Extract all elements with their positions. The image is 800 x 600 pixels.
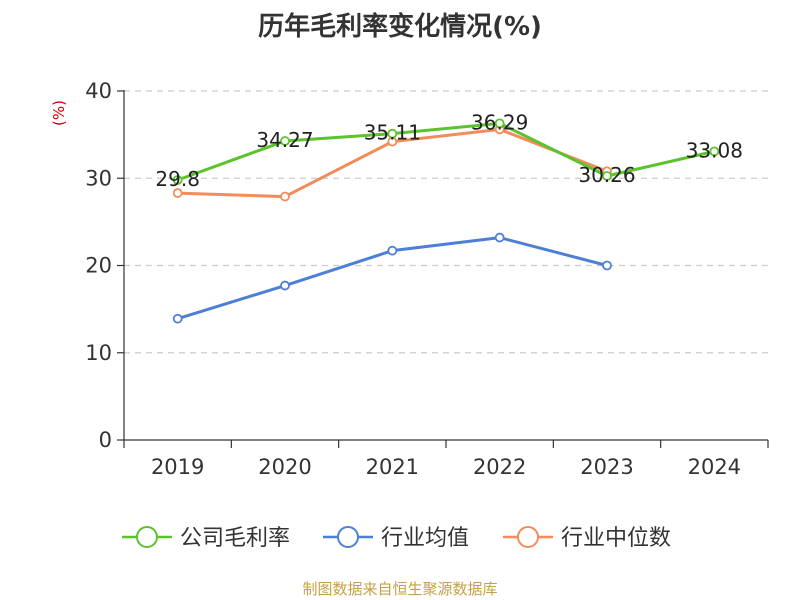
data-point (387, 128, 398, 139)
data-label: 35.11 (364, 121, 421, 145)
data-point (280, 136, 290, 146)
data-point (172, 313, 183, 324)
chart-title: 历年毛利率变化情况(%) (258, 12, 542, 42)
y-tick-label: 40 (85, 79, 112, 103)
legend-label: 行业均值 (381, 526, 469, 551)
data-label-layer: 29.8 34.27 35.11 36.29 30.26 33.08 (155, 110, 743, 191)
axis-layer: 0 10 20 30 40 2019 2020 2021 2022 2023 2024 (85, 79, 769, 479)
data-label: 30.26 (578, 163, 635, 187)
data-point (280, 280, 290, 291)
data-label: 29.8 (155, 167, 200, 191)
data-point (172, 175, 183, 185)
x-tick-label: 2024 (688, 455, 741, 479)
data-label: 34.27 (256, 128, 313, 152)
legend-item: 行业中位数 (503, 526, 671, 551)
source-note: 制图数据来自恒生聚源数据库 (302, 580, 498, 598)
x-tick-label: 2020 (258, 455, 311, 479)
legend-marker (136, 526, 158, 548)
y-tick-label: 30 (85, 166, 112, 190)
legend-marker (517, 526, 539, 548)
data-point (280, 191, 290, 202)
series-line (177, 121, 715, 182)
data-point (602, 260, 612, 271)
data-point (602, 171, 612, 181)
legend-label: 公司毛利率 (180, 526, 290, 551)
x-tick-label: 2019 (151, 455, 204, 479)
y-tick-label: 0 (99, 428, 112, 452)
legend-item: 行业均值 (323, 526, 469, 551)
data-point (494, 232, 505, 243)
legend-item: 公司毛利率 (122, 526, 290, 551)
legend: 公司毛利率 行业均值 行业中位数 (122, 526, 671, 551)
series-layer (172, 118, 720, 324)
data-point (709, 146, 720, 157)
legend-marker (337, 526, 359, 548)
grid-layer (124, 90, 768, 354)
y-tick-label: 20 (85, 254, 112, 278)
data-point (494, 118, 505, 129)
data-label: 36.29 (471, 110, 528, 134)
data-label: 33.08 (686, 138, 743, 162)
x-tick-label: 2023 (580, 455, 633, 479)
data-point (172, 188, 183, 198)
data-point (387, 245, 398, 256)
x-tick-label: 2022 (473, 455, 526, 479)
x-tick-label: 2021 (366, 455, 419, 479)
legend-label: 行业中位数 (561, 526, 671, 551)
y-tick-label: 10 (85, 341, 112, 365)
